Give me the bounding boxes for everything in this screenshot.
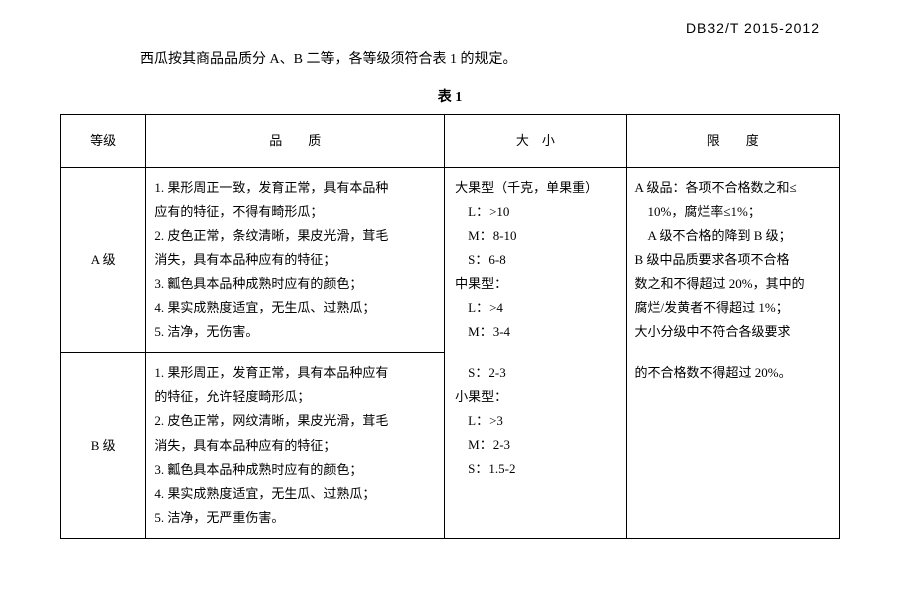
limit-line: A 级品：各项不合格数之和≤ <box>635 176 831 200</box>
quality-line: 消失，具有本品种应有的特征； <box>154 248 436 272</box>
limit-line: A 级不合格的降到 B 级； <box>635 224 831 248</box>
limit-cell-lower: 的不合格数不得超过 20%。 <box>626 353 839 538</box>
grade-table: 等级 品 质 大 小 限 度 A 级 1. 果形周正一致，发育正常，具有本品种 … <box>60 114 840 539</box>
limit-line: 大小分级中不符合各级要求 <box>635 320 831 344</box>
header-size: 大 小 <box>445 115 626 168</box>
quality-line: 5. 洁净，无严重伤害。 <box>154 506 436 530</box>
size-line: M：2-3 <box>455 433 617 457</box>
limit-cell-upper: A 级品：各项不合格数之和≤ 10%，腐烂率≤1%； A 级不合格的降到 B 级… <box>626 168 839 353</box>
quality-line: 4. 果实成熟度适宜，无生瓜、过熟瓜； <box>154 482 436 506</box>
quality-a-cell: 1. 果形周正一致，发育正常，具有本品种 应有的特征，不得有畸形瓜； 2. 皮色… <box>146 168 445 353</box>
header-grade: 等级 <box>61 115 146 168</box>
size-line: S：1.5-2 <box>455 457 617 481</box>
quality-b-cell: 1. 果形周正，发育正常，具有本品种应有 的特征，允许轻度畸形瓜； 2. 皮色正… <box>146 353 445 538</box>
document-code: DB32/T 2015-2012 <box>60 20 840 36</box>
table-header-row: 等级 品 质 大 小 限 度 <box>61 115 840 168</box>
size-line: 中果型： <box>455 272 617 296</box>
intro-text: 西瓜按其商品品质分 A、B 二等，各等级须符合表 1 的规定。 <box>60 48 840 68</box>
limit-line: 的不合格数不得超过 20%。 <box>635 361 831 385</box>
size-line: 大果型（千克，单果重） <box>455 176 617 200</box>
table-row: B 级 1. 果形周正，发育正常，具有本品种应有 的特征，允许轻度畸形瓜； 2.… <box>61 353 840 538</box>
quality-line: 4. 果实成熟度适宜，无生瓜、过熟瓜； <box>154 296 436 320</box>
grade-a-cell: A 级 <box>61 168 146 353</box>
table-title: 表 1 <box>60 86 840 106</box>
page-container: DB32/T 2015-2012 西瓜按其商品品质分 A、B 二等，各等级须符合… <box>0 0 900 539</box>
size-cell-lower: S：2-3 小果型： L：>3 M：2-3 S：1.5-2 <box>445 353 626 538</box>
size-line: S：6-8 <box>455 248 617 272</box>
size-line: L：>10 <box>455 200 617 224</box>
limit-line: 腐烂/发黄者不得超过 1%； <box>635 296 831 320</box>
limit-line: 数之和不得超过 20%，其中的 <box>635 272 831 296</box>
header-quality: 品 质 <box>146 115 445 168</box>
quality-line: 1. 果形周正一致，发育正常，具有本品种 <box>154 176 436 200</box>
size-line: M：8-10 <box>455 224 617 248</box>
grade-b-cell: B 级 <box>61 353 146 538</box>
limit-line: 10%，腐烂率≤1%； <box>635 200 831 224</box>
size-line: L：>3 <box>455 409 617 433</box>
quality-line: 5. 洁净，无伤害。 <box>154 320 436 344</box>
table-row: A 级 1. 果形周正一致，发育正常，具有本品种 应有的特征，不得有畸形瓜； 2… <box>61 168 840 353</box>
quality-line: 应有的特征，不得有畸形瓜； <box>154 200 436 224</box>
quality-line: 消失，具有本品种应有的特征； <box>154 434 436 458</box>
limit-line: B 级中品质要求各项不合格 <box>635 248 831 272</box>
quality-line: 2. 皮色正常，条纹清晰，果皮光滑，茸毛 <box>154 224 436 248</box>
quality-line: 1. 果形周正，发育正常，具有本品种应有 <box>154 361 436 385</box>
quality-line: 3. 瓤色具本品种成熟时应有的颜色； <box>154 272 436 296</box>
size-line: S：2-3 <box>455 361 617 385</box>
quality-line: 2. 皮色正常，网纹清晰，果皮光滑，茸毛 <box>154 409 436 433</box>
size-line: L：>4 <box>455 296 617 320</box>
header-limit: 限 度 <box>626 115 839 168</box>
quality-line: 3. 瓤色具本品种成熟时应有的颜色； <box>154 458 436 482</box>
quality-line: 的特征，允许轻度畸形瓜； <box>154 385 436 409</box>
size-cell-upper: 大果型（千克，单果重） L：>10 M：8-10 S：6-8 中果型： L：>4… <box>445 168 626 353</box>
size-line: M：3-4 <box>455 320 617 344</box>
size-line: 小果型： <box>455 385 617 409</box>
